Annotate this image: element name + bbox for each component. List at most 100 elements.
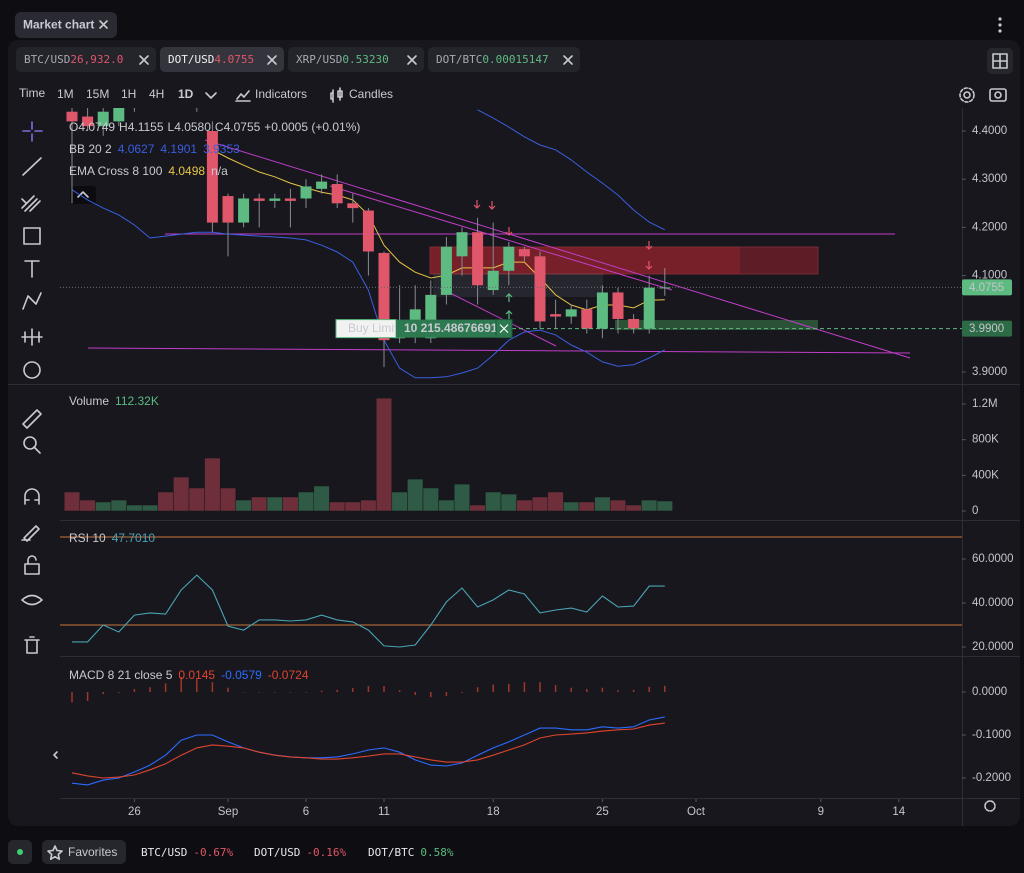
magnet-tool[interactable]	[24, 488, 40, 505]
ticker-item[interactable]: BTC/USD -0.67%	[141, 846, 233, 859]
macd-histogram-bar	[617, 690, 619, 692]
measure-tool[interactable]	[21, 328, 43, 346]
y-tick-label: 1.2M	[972, 398, 998, 410]
macd-histogram-bar	[164, 683, 167, 692]
tab[interactable]	[288, 47, 424, 72]
chart-style-button[interactable]: Candles	[349, 87, 393, 101]
ohlc-value: O4.0749	[69, 120, 115, 134]
volume-legend: Volume 112.32K	[69, 394, 159, 408]
macd-histogram-bar	[430, 692, 432, 698]
rsi-legend: RSI 10 47.7010	[69, 531, 155, 545]
indicators-button[interactable]: Indicators	[255, 87, 307, 101]
zoom-tool[interactable]	[23, 436, 41, 454]
favorites-button[interactable]	[42, 840, 126, 864]
macd-histogram-bar	[133, 688, 136, 692]
ticker-change: -0.67%	[193, 846, 233, 859]
macd-histogram-bar	[71, 692, 73, 703]
volume-bar	[313, 485, 330, 512]
candle-body	[269, 198, 281, 201]
ema-value: n/a	[211, 164, 228, 178]
volume-bar	[79, 499, 96, 512]
support-zone[interactable]	[615, 320, 818, 330]
order-type: Buy Limit	[348, 321, 398, 335]
ticker-pair: BTC/USD	[141, 846, 187, 859]
y-tick-label: 400K	[972, 469, 999, 481]
text-tool[interactable]	[24, 260, 40, 278]
volume-bar	[485, 491, 502, 512]
macd-legend: MACD 8 21 close 5 0.0145 -0.0579 -0.0724	[69, 668, 309, 682]
volume-bar	[609, 499, 627, 512]
emoji-tool[interactable]	[23, 361, 41, 379]
candles-icon[interactable]	[330, 87, 343, 103]
tab[interactable]	[16, 47, 156, 72]
menu-icon[interactable]	[998, 17, 1002, 33]
macd-histogram-bar	[227, 687, 229, 692]
rect-tool[interactable]	[23, 227, 41, 245]
tab-close[interactable]	[267, 55, 277, 65]
fib-tool[interactable]	[21, 195, 41, 212]
interval-button[interactable]: 1M	[57, 87, 74, 101]
order-price-label: 3.9900	[969, 323, 1004, 335]
interval-button[interactable]: 1H	[121, 87, 136, 101]
tab-close[interactable]	[563, 55, 573, 65]
indicators-icon[interactable]	[235, 90, 251, 102]
macd-histogram-bar	[102, 692, 104, 695]
ohlc-value: H4.1155	[119, 120, 164, 134]
candle-body	[331, 184, 343, 204]
tab[interactable]	[428, 47, 580, 72]
tab-close[interactable]	[139, 55, 149, 65]
tab-close[interactable]	[407, 55, 417, 65]
interval-button[interactable]: 15M	[86, 87, 109, 101]
volume-bar	[531, 496, 549, 512]
line-tool[interactable]	[22, 157, 42, 176]
volume-bar	[188, 487, 205, 512]
macd-histogram-bar	[258, 692, 260, 693]
interval-button[interactable]: 1D	[178, 87, 194, 101]
draw-lock-tool[interactable]	[21, 525, 40, 542]
star-icon	[47, 845, 63, 860]
macd-histogram-bar	[336, 689, 338, 692]
ohlc-value: C4.0755	[215, 120, 261, 134]
macd-histogram-bar	[445, 692, 448, 696]
bb-value: 4.0627	[118, 142, 155, 156]
collapse-toolbar[interactable]	[53, 751, 58, 759]
macd-histogram-bar	[242, 692, 245, 693]
candle-body	[238, 198, 250, 223]
trend-lines[interactable]	[87, 139, 911, 359]
lock-tool[interactable]	[24, 555, 40, 575]
title-pill[interactable]	[15, 12, 117, 38]
tab[interactable]	[160, 47, 284, 72]
macd-histogram-bar	[320, 690, 323, 692]
ticker-item[interactable]: DOT/BTC 0.58%	[368, 846, 454, 859]
settings-icon[interactable]	[959, 87, 975, 103]
ticker-pair: DOT/BTC	[368, 846, 414, 859]
volume-bar	[204, 457, 221, 512]
crosshair-tool[interactable]	[22, 121, 43, 142]
volume-bar	[391, 491, 408, 512]
x-tick-label: 9	[818, 806, 824, 818]
axis-settings[interactable]	[984, 800, 996, 812]
visibility-tool[interactable]	[21, 594, 43, 606]
close-icon[interactable]	[99, 20, 108, 29]
volume-bar	[422, 487, 439, 512]
volume-bar	[63, 491, 81, 512]
tab-price: 26,932.0	[70, 53, 123, 66]
legend-collapse[interactable]	[70, 186, 96, 204]
camera-icon[interactable]	[989, 88, 1007, 102]
ruler-tool[interactable]	[22, 409, 42, 429]
interval-button[interactable]: 4H	[149, 87, 164, 101]
y-tick-label: -0.2000	[972, 772, 1011, 784]
volume-bar	[453, 483, 471, 512]
macd-histogram-bar	[305, 692, 307, 693]
interval-dropdown[interactable]	[205, 92, 217, 99]
macd-histogram-bar	[632, 689, 635, 692]
candle-body	[581, 309, 593, 329]
favorites-label: Favorites	[68, 845, 117, 859]
ticker-item[interactable]: DOT/USD -0.16%	[254, 846, 346, 859]
pattern-tool[interactable]	[22, 292, 42, 310]
delete-tool[interactable]	[24, 636, 40, 654]
volume-bar	[469, 504, 486, 512]
x-tick-label: Sep	[218, 806, 238, 818]
macd-histogram-bar	[196, 679, 198, 692]
